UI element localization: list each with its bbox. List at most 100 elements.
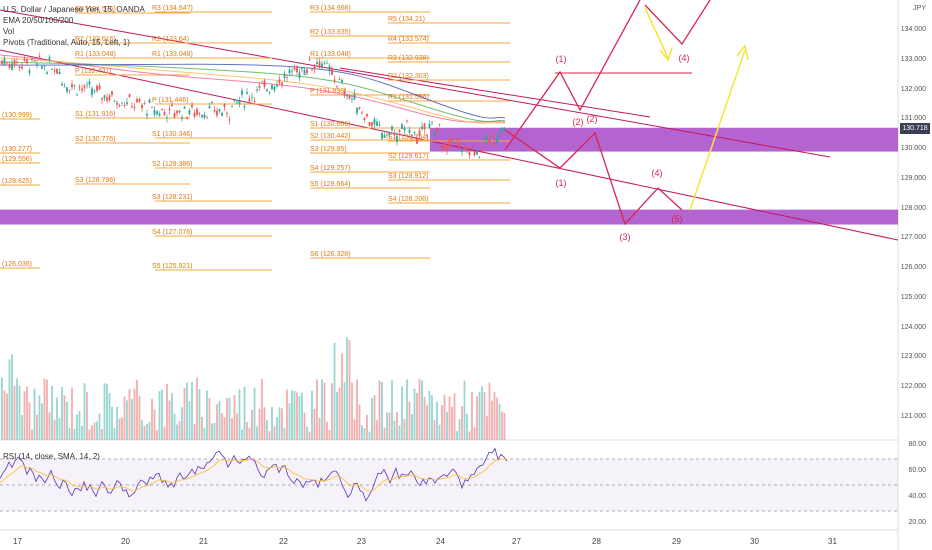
candle-body: [286, 77, 288, 79]
volume-bar: [443, 394, 446, 440]
candle-body: [178, 110, 181, 113]
volume-bar: [106, 383, 108, 440]
volume-bar: [266, 420, 268, 440]
volume-bar: [363, 428, 366, 440]
candle-body: [163, 111, 166, 116]
volume-bar: [468, 431, 471, 440]
volume-bar: [71, 387, 73, 440]
candle-body: [186, 117, 188, 119]
candle-body: [148, 99, 151, 103]
volume-bar: [408, 401, 411, 440]
candle-body: [11, 63, 13, 70]
volume-bar: [228, 397, 231, 440]
candle-body: [226, 113, 228, 115]
volume-bar: [343, 382, 346, 440]
pivot-label: (128.825): [2, 178, 32, 185]
candle-body: [66, 87, 68, 92]
volume-bar: [48, 412, 51, 440]
volume-bar: [373, 395, 376, 440]
volume-bar: [358, 404, 361, 440]
volume-bar: [438, 424, 441, 440]
volume-bar: [121, 417, 123, 440]
volume-bar: [463, 380, 466, 440]
candle-body: [408, 129, 411, 134]
volume-bar: [173, 413, 176, 440]
candle-body: [366, 114, 368, 117]
volume-bar: [498, 403, 501, 440]
candle-body: [458, 141, 461, 147]
candle-body: [166, 117, 168, 119]
pivot-label: S3 (128.912): [388, 173, 428, 180]
candle-body: [98, 85, 101, 90]
volume-bar: [46, 379, 48, 440]
candle-body: [146, 113, 148, 116]
candle-body: [426, 134, 428, 136]
candle-body: [398, 130, 401, 132]
candle-body: [113, 101, 116, 102]
volume-bar: [38, 395, 41, 440]
candle-body: [103, 95, 106, 99]
candle-body: [63, 86, 66, 88]
volume-bar: [31, 429, 33, 440]
volume-bar: [396, 412, 398, 440]
candle-body: [411, 135, 413, 137]
volume-bar: [68, 427, 71, 440]
pivot-label: S1 (130.346): [152, 131, 192, 138]
candle-body: [423, 123, 426, 130]
candle-body: [418, 130, 421, 136]
volume-bar: [206, 390, 208, 440]
volume-bar: [148, 421, 151, 440]
channel-line: [339, 67, 651, 118]
candle-body: [353, 93, 356, 100]
candle-body: [76, 94, 78, 96]
pivot-label: R2 (133.835): [310, 29, 351, 36]
candle-body: [218, 109, 221, 112]
volume-bar: [458, 419, 461, 440]
rsi-band: [0, 459, 898, 511]
candle-body: [223, 104, 226, 107]
volume-bar: [131, 399, 133, 440]
volume-bar: [461, 406, 463, 440]
pivot-label: R2 (133.616): [75, 36, 116, 43]
volume-bar: [138, 395, 141, 440]
volume-bar: [78, 410, 81, 440]
pivot-label: S5 (125.921): [152, 263, 192, 270]
candle-body: [301, 68, 303, 70]
projection-path-up: [504, 0, 711, 151]
candle-body: [338, 79, 341, 80]
candle-body: [381, 132, 383, 139]
candle-body: [201, 114, 203, 118]
candle-body: [33, 60, 36, 62]
wave-label: (1): [556, 178, 567, 188]
candle-body: [491, 134, 493, 137]
volume-bar: [61, 386, 63, 440]
wave-label: (3): [620, 232, 631, 242]
volume-bar: [283, 427, 286, 440]
volume-bar: [211, 423, 213, 440]
candle-body: [288, 69, 291, 74]
candle-body: [276, 84, 278, 87]
candle-body: [368, 122, 371, 126]
volume-bar: [26, 386, 28, 440]
candle-body: [141, 104, 143, 109]
candle-body: [231, 105, 233, 107]
volume-bar: [116, 406, 118, 440]
candle-body: [53, 70, 56, 72]
volume-bar: [136, 379, 138, 440]
candle-body: [461, 149, 463, 153]
volume-bar: [58, 417, 61, 440]
x-tick-label: 23: [357, 537, 366, 546]
volume-bar: [191, 382, 193, 440]
volume-bar: [208, 398, 211, 440]
volume-bar: [221, 413, 223, 440]
volume-bar: [398, 425, 401, 440]
candle-body: [181, 117, 183, 120]
candle-body: [463, 147, 466, 150]
volume-bar: [33, 388, 36, 440]
volume-bar: [36, 414, 38, 440]
volume-bar: [298, 395, 301, 440]
candle-body: [208, 106, 211, 109]
pivot-label: S3 (128.796): [75, 177, 115, 184]
